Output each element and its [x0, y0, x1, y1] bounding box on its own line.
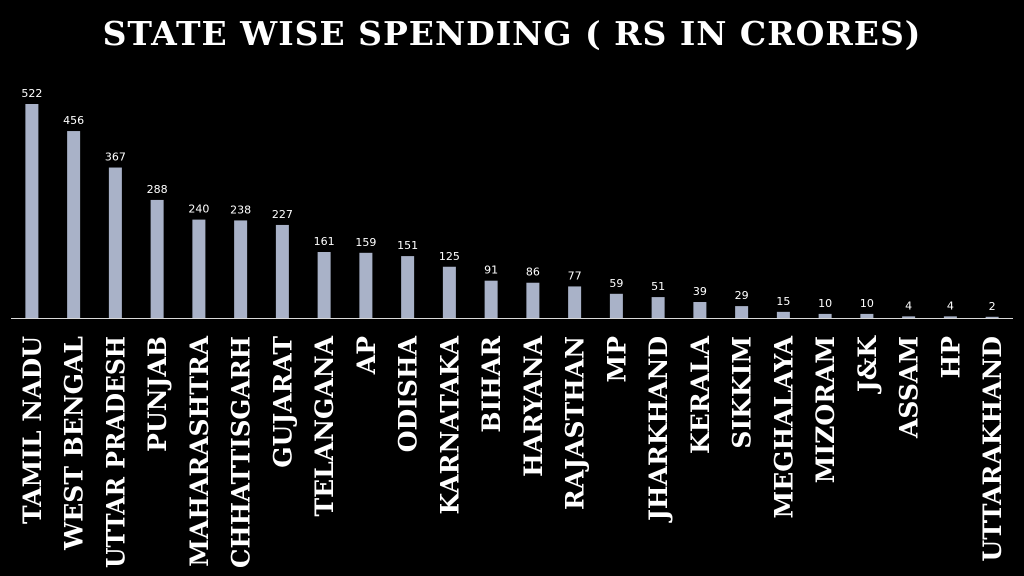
value-label-mizoram: 10 [818, 297, 832, 310]
bar-hp [943, 316, 957, 318]
value-label-kerala: 39 [693, 285, 707, 298]
bar-bihar [484, 280, 498, 318]
value-label-karnataka: 125 [439, 250, 460, 263]
category-label-karnataka: KARNATAKA [435, 335, 464, 514]
bar-west-bengal [67, 131, 81, 318]
category-label-kerala: KERALA [686, 335, 715, 454]
bar-uttar-pradesh [108, 167, 122, 318]
value-label-tamil-nadu: 522 [21, 87, 42, 100]
value-labels-group: 522 456 367 288 240 238 227 161 159 151 125 91 86 77 5… [21, 87, 995, 313]
value-label-chhattisgarh: 238 [230, 203, 251, 216]
bar-rajasthan [568, 286, 582, 318]
value-label-meghalaya: 15 [776, 295, 790, 308]
value-label-odisha: 151 [397, 239, 418, 252]
value-label-maharashtra: 240 [188, 203, 209, 216]
bar-odisha [401, 256, 415, 318]
bar-haryana [526, 282, 540, 318]
category-label-odisha: ODISHA [394, 335, 423, 452]
value-label-punjab: 288 [147, 183, 168, 196]
value-label-uttar-pradesh: 367 [105, 151, 126, 164]
bar-meghalaya [776, 311, 790, 318]
value-label-telangana: 161 [314, 235, 335, 248]
category-label-chhattisgarh: CHHATTISGARH [227, 336, 256, 568]
bar-kerala [693, 302, 707, 318]
value-label-ap: 159 [355, 236, 376, 249]
bar-punjab [150, 199, 164, 318]
value-label-j-k: 10 [860, 297, 874, 310]
category-label-haryana: HARYANA [519, 335, 548, 477]
category-label-jharkhand: JHARKHAND [644, 336, 673, 523]
category-label-west-bengal: WEST BENGAL [60, 336, 89, 551]
category-label-assam: ASSAM [895, 336, 924, 439]
bar-maharashtra [192, 219, 206, 318]
category-label-uttar-pradesh: UTTAR PRADESH [101, 336, 130, 568]
value-label-mp: 59 [609, 277, 623, 290]
category-label-mp: MP [602, 336, 631, 383]
value-label-rajasthan: 77 [568, 269, 582, 282]
bar-sikkim [735, 306, 749, 318]
chart-title: STATE WISE SPENDING ( RS IN CRORES) [102, 14, 922, 53]
bar-telangana [317, 252, 331, 318]
category-label-bihar: BIHAR [477, 336, 506, 433]
value-label-haryana: 86 [526, 266, 540, 279]
category-labels-group: TAMIL NADU WEST BENGAL UTTAR PRADESH PUNJAB… [18, 335, 1007, 568]
value-label-west-bengal: 456 [63, 114, 84, 127]
category-label-tamil-nadu: TAMIL NADU [18, 336, 47, 524]
bar-assam [902, 316, 916, 318]
category-label-gujarat: GUJARAT [268, 336, 297, 468]
bar-mizoram [818, 313, 832, 318]
bar-uttarakhand [985, 316, 999, 318]
value-label-gujarat: 227 [272, 208, 293, 221]
value-label-assam: 4 [905, 299, 912, 312]
category-label-meghalaya: MEGHALAYA [769, 335, 798, 518]
bar-gujarat [275, 224, 289, 318]
category-label-ap: AP [352, 336, 381, 375]
category-label-uttarakhand: UTTARAKHAND [978, 336, 1007, 562]
category-label-mizoram: MIZORAM [811, 336, 840, 483]
bar-jharkhand [651, 297, 665, 318]
value-label-bihar: 91 [484, 264, 498, 277]
value-label-sikkim: 29 [735, 289, 749, 302]
category-label-hp: HP [936, 336, 965, 379]
category-label-telangana: TELANGANA [310, 335, 339, 516]
value-label-uttarakhand: 2 [989, 300, 996, 313]
bar-mp [609, 293, 623, 318]
category-label-rajasthan: RAJASTHAN [561, 336, 590, 510]
value-label-jharkhand: 51 [651, 280, 665, 293]
bar-karnataka [442, 266, 456, 318]
category-label-maharashtra: MAHARASHTRA [185, 335, 214, 566]
bar-chhattisgarh [234, 220, 248, 318]
value-label-hp: 4 [947, 299, 954, 312]
bar-j-k [860, 313, 874, 318]
bar-tamil-nadu [25, 104, 39, 318]
category-label-j-k: J&K [853, 335, 882, 394]
bar-ap [359, 252, 373, 318]
bars-group [25, 104, 999, 318]
category-label-punjab: PUNJAB [143, 336, 172, 452]
category-label-sikkim: SIKKIM [728, 336, 757, 449]
